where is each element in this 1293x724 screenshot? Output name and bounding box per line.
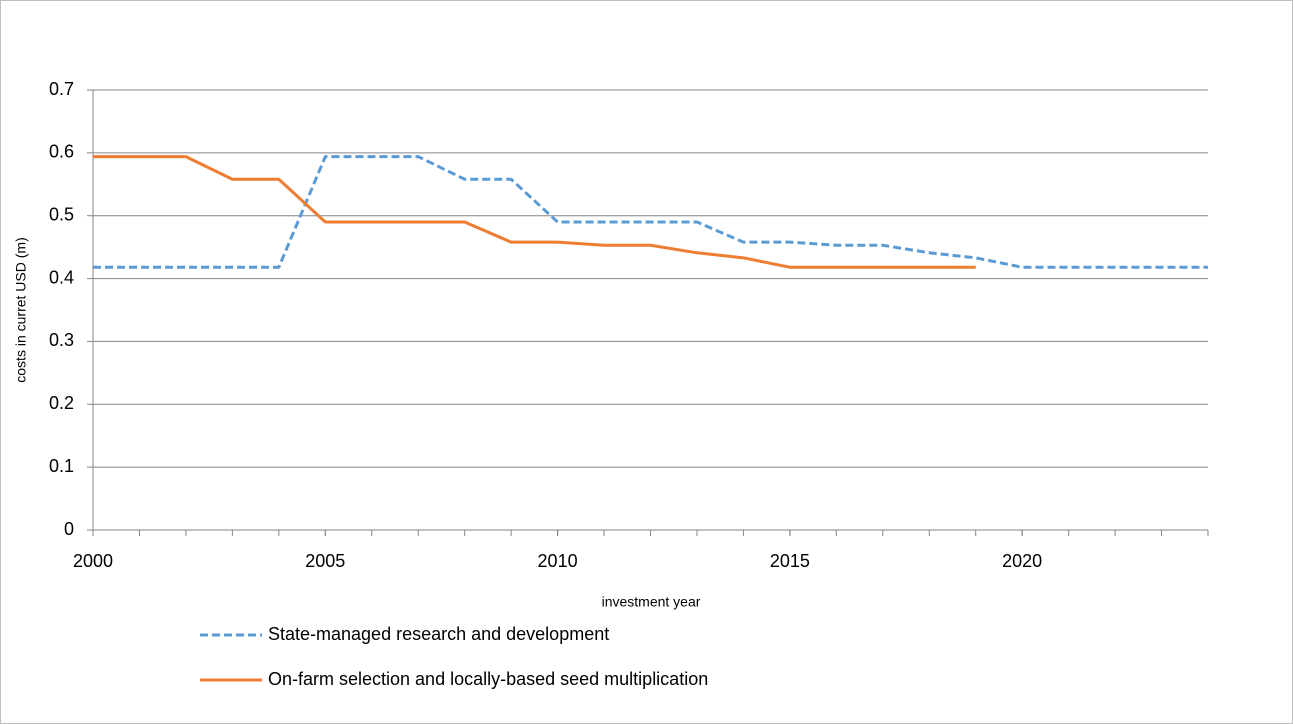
y-tick-label: 0 bbox=[64, 519, 74, 539]
y-tick-label: 0.1 bbox=[49, 456, 74, 476]
x-tick-label: 2005 bbox=[305, 551, 345, 571]
legend-label: State-managed research and development bbox=[268, 624, 609, 644]
x-axis-title: investment year bbox=[602, 594, 701, 610]
series-line bbox=[93, 155, 1208, 269]
x-tick-label: 2020 bbox=[1002, 551, 1042, 571]
y-tick-label: 0.5 bbox=[49, 204, 74, 224]
x-tick-label: 2010 bbox=[538, 551, 578, 571]
y-tick-label: 0.7 bbox=[49, 79, 74, 99]
y-tick-label: 0.3 bbox=[49, 330, 74, 350]
y-axis-title: costs in curret USD (m) bbox=[13, 237, 29, 382]
y-tick-label: 0.2 bbox=[49, 393, 74, 413]
y-tick-label: 0.6 bbox=[49, 142, 74, 162]
y-tick-label: 0.4 bbox=[49, 267, 74, 287]
series-line bbox=[93, 155, 976, 269]
x-tick-label: 2015 bbox=[770, 551, 810, 571]
legend-label: On-farm selection and locally-based seed… bbox=[268, 669, 708, 689]
x-tick-label: 2000 bbox=[73, 551, 113, 571]
